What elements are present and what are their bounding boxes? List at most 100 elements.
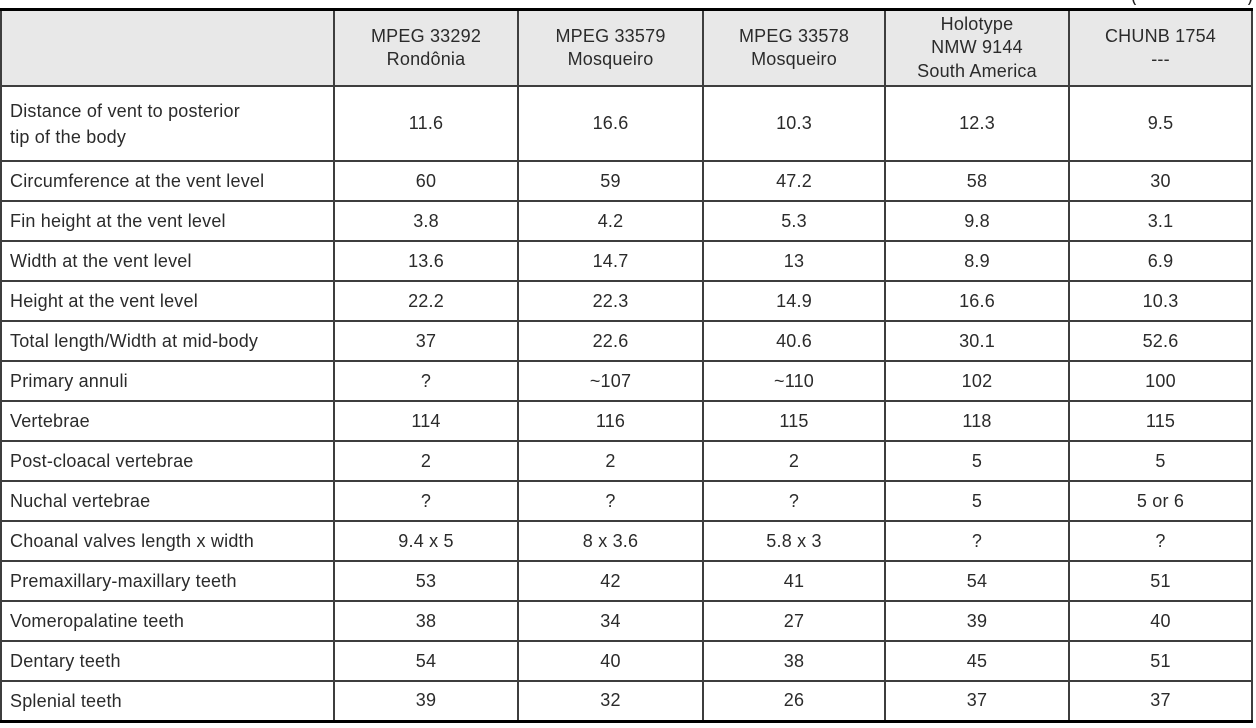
- value-cell: 16.6: [884, 280, 1070, 323]
- value-cell: 30.1: [884, 320, 1070, 363]
- value-cell: 118: [884, 400, 1070, 443]
- value-cell: 38: [702, 640, 886, 683]
- specimen-measurements-table: MPEG 33292 Rondônia MPEG 33579 Mosqueiro M…: [0, 8, 1253, 723]
- value-cell: 10.3: [702, 85, 886, 163]
- value-cell: 53: [333, 560, 519, 603]
- value-cell: 8 x 3.6: [517, 520, 704, 563]
- value-cell: 16.6: [517, 85, 704, 163]
- value-cell: 2: [702, 440, 886, 483]
- value-cell: 13.6: [333, 240, 519, 283]
- value-cell: 51: [1068, 560, 1253, 603]
- value-cell: 5.3: [702, 200, 886, 243]
- value-cell: 12.3: [884, 85, 1070, 163]
- value-cell: ?: [333, 480, 519, 523]
- value-cell: 4.2: [517, 200, 704, 243]
- row-label: Splenial teeth: [0, 680, 335, 723]
- value-cell: 34: [517, 600, 704, 643]
- value-cell: ~110: [702, 360, 886, 403]
- value-cell: 9.8: [884, 200, 1070, 243]
- value-cell: 5.8 x 3: [702, 520, 886, 563]
- value-cell: 5: [884, 480, 1070, 523]
- value-cell: 115: [1068, 400, 1253, 443]
- cropped-paren-left: (: [1131, 0, 1137, 5]
- value-cell: 22.6: [517, 320, 704, 363]
- value-cell: 100: [1068, 360, 1253, 403]
- table-row: Width at the vent level 13.6 14.7 13 8.9 6.9: [0, 240, 1253, 283]
- value-cell: 5: [884, 440, 1070, 483]
- value-cell: 37: [333, 320, 519, 363]
- value-cell: 6.9: [1068, 240, 1253, 283]
- value-cell: 5: [1068, 440, 1253, 483]
- value-cell: 11.6: [333, 85, 519, 163]
- value-cell: 51: [1068, 640, 1253, 683]
- table-body: Distance of vent to posterior tip of the…: [0, 85, 1253, 723]
- cropped-paren-right: ): [1247, 0, 1253, 5]
- table-row: Post-cloacal vertebrae 2 2 2 5 5: [0, 440, 1253, 483]
- value-cell: 39: [333, 680, 519, 723]
- value-cell: 30: [1068, 160, 1253, 203]
- value-cell: 22.2: [333, 280, 519, 323]
- value-cell: 115: [702, 400, 886, 443]
- corner-header-cell: [0, 8, 335, 88]
- value-cell: 14.7: [517, 240, 704, 283]
- row-label: Height at the vent level: [0, 280, 335, 323]
- column-header: MPEG 33579 Mosqueiro: [517, 8, 704, 88]
- row-label: Nuchal vertebrae: [0, 480, 335, 523]
- value-cell: 40.6: [702, 320, 886, 363]
- table-row: Height at the vent level 22.2 22.3 14.9 16.6…: [0, 280, 1253, 323]
- value-cell: 54: [333, 640, 519, 683]
- value-cell: 60: [333, 160, 519, 203]
- value-cell: 32: [517, 680, 704, 723]
- value-cell: 58: [884, 160, 1070, 203]
- value-cell: ?: [333, 360, 519, 403]
- value-cell: 47.2: [702, 160, 886, 203]
- value-cell: 39: [884, 600, 1070, 643]
- table-row: Premaxillary-maxillary teeth 53 42 41 54 51: [0, 560, 1253, 603]
- column-header: MPEG 33578 Mosqueiro: [702, 8, 886, 88]
- row-label: Fin height at the vent level: [0, 200, 335, 243]
- value-cell: 14.9: [702, 280, 886, 323]
- value-cell: ?: [702, 480, 886, 523]
- value-cell: ~107: [517, 360, 704, 403]
- value-cell: 37: [1068, 680, 1253, 723]
- row-label: Width at the vent level: [0, 240, 335, 283]
- value-cell: 37: [884, 680, 1070, 723]
- column-header: CHUNB 1754 ---: [1068, 8, 1253, 88]
- value-cell: 52.6: [1068, 320, 1253, 363]
- value-cell: 22.3: [517, 280, 704, 323]
- value-cell: 10.3: [1068, 280, 1253, 323]
- value-cell: 26: [702, 680, 886, 723]
- value-cell: ?: [1068, 520, 1253, 563]
- value-cell: 9.4 x 5: [333, 520, 519, 563]
- value-cell: 27: [702, 600, 886, 643]
- value-cell: 45: [884, 640, 1070, 683]
- value-cell: 116: [517, 400, 704, 443]
- value-cell: 114: [333, 400, 519, 443]
- table-row: Distance of vent to posterior tip of the…: [0, 85, 1253, 163]
- table-row: Vertebrae 114 116 115 118 115: [0, 400, 1253, 443]
- value-cell: ?: [517, 480, 704, 523]
- value-cell: 40: [1068, 600, 1253, 643]
- value-cell: ?: [884, 520, 1070, 563]
- value-cell: 41: [702, 560, 886, 603]
- value-cell: 102: [884, 360, 1070, 403]
- value-cell: 13: [702, 240, 886, 283]
- value-cell: 42: [517, 560, 704, 603]
- row-label: Post-cloacal vertebrae: [0, 440, 335, 483]
- value-cell: 38: [333, 600, 519, 643]
- header-row: MPEG 33292 Rondônia MPEG 33579 Mosqueiro M…: [0, 8, 1253, 88]
- value-cell: 59: [517, 160, 704, 203]
- column-header: MPEG 33292 Rondônia: [333, 8, 519, 88]
- row-label: Circumference at the vent level: [0, 160, 335, 203]
- row-label: Distance of vent to posterior tip of the…: [0, 85, 335, 163]
- table-row: Dentary teeth 54 40 38 45 51: [0, 640, 1253, 683]
- table-row: Primary annuli? ~107 ~110 102 100: [0, 360, 1253, 403]
- row-label: Dentary teeth: [0, 640, 335, 683]
- row-label: Total length/Width at mid-body: [0, 320, 335, 363]
- table-row: Total length/Width at mid-body 37 22.6 40.6…: [0, 320, 1253, 363]
- table-container: MPEG 33292 Rondônia MPEG 33579 Mosqueiro M…: [0, 8, 1253, 723]
- row-label: Vertebrae: [0, 400, 335, 443]
- value-cell: 40: [517, 640, 704, 683]
- value-cell: 9.5: [1068, 85, 1253, 163]
